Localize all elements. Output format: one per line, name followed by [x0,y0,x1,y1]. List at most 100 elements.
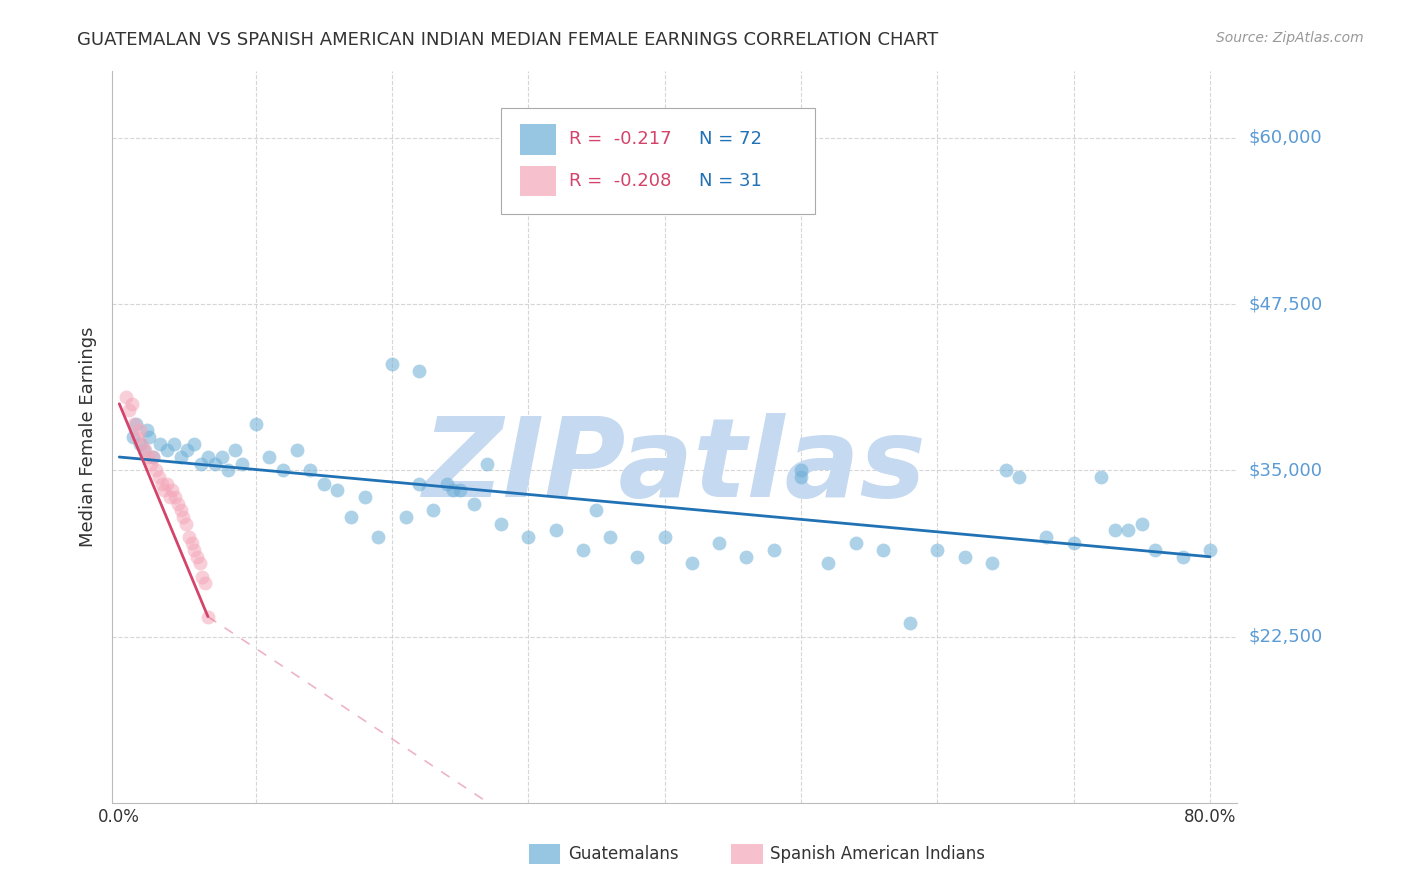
Point [477,457,499,471]
Bar [520,124,555,154]
Point [626,549,648,564]
Point [115,390,138,404]
Point [149,436,172,450]
Point [980,557,1002,571]
Point [817,557,839,571]
Point [299,463,322,477]
Point [790,470,813,484]
Point [148,470,170,484]
Point [197,609,219,624]
Point [898,616,921,631]
Point [191,570,214,584]
Point [381,357,404,371]
Point [326,483,349,498]
Point [285,443,308,458]
Point [394,509,416,524]
Point [124,417,146,431]
Point [654,530,676,544]
Point [1130,516,1153,531]
Point [180,536,202,550]
Point [544,523,567,537]
Point [135,424,157,438]
Point [259,450,281,464]
Point [762,543,785,558]
Point [174,516,197,531]
Point [681,557,703,571]
Point [367,530,389,544]
Text: $47,500: $47,500 [1249,295,1323,313]
Point [422,503,444,517]
Point [142,450,165,464]
Point [994,463,1017,477]
Point [122,430,145,444]
Text: ZIPatlas: ZIPatlas [423,413,927,520]
Point [790,463,813,477]
Bar [529,844,560,864]
Point [1199,543,1222,558]
Point [186,549,208,564]
Point [169,503,191,517]
Point [224,443,246,458]
Point [436,476,458,491]
Text: $22,500: $22,500 [1249,628,1323,646]
Point [1063,536,1085,550]
Point [177,530,200,544]
Text: $35,000: $35,000 [1249,461,1323,479]
Point [134,443,156,458]
Point [188,557,211,571]
Bar [731,844,762,864]
Point [463,497,485,511]
FancyBboxPatch shape [501,108,815,214]
Point [163,436,186,450]
Point [340,509,363,524]
Point [167,497,190,511]
Point [927,543,949,558]
Point [142,450,165,464]
Point [517,530,540,544]
Point [162,483,184,498]
Point [872,543,894,558]
Point [118,403,141,417]
Point [1035,530,1057,544]
Point [132,443,155,458]
Text: R =  -0.208: R = -0.208 [569,172,672,190]
Point [271,463,294,477]
Point [124,417,146,431]
Point [599,530,621,544]
Point [735,549,758,564]
Point [131,436,153,450]
Point [125,430,148,444]
Point [197,450,219,464]
Text: R =  -0.217: R = -0.217 [569,130,672,148]
Point [150,476,173,491]
Point [441,483,464,498]
Point [169,450,191,464]
Point [408,476,430,491]
Point [953,549,976,564]
Point [844,536,866,550]
Point [128,424,150,438]
Point [153,483,176,498]
Point [245,417,267,431]
Point [489,516,512,531]
Point [172,509,194,524]
Point [353,490,375,504]
Point [194,576,217,591]
Text: Guatemalans: Guatemalans [568,845,679,863]
Point [572,543,595,558]
Point [709,536,731,550]
Text: N = 72: N = 72 [699,130,762,148]
Point [585,503,607,517]
Text: N = 31: N = 31 [699,172,762,190]
Point [145,463,167,477]
Point [165,490,187,504]
Y-axis label: Median Female Earnings: Median Female Earnings [79,326,97,548]
Point [1090,470,1112,484]
Point [190,457,212,471]
Point [183,543,205,558]
Point [1104,523,1126,537]
Point [138,430,160,444]
Point [1171,549,1194,564]
Point [449,483,471,498]
Point [139,457,162,471]
